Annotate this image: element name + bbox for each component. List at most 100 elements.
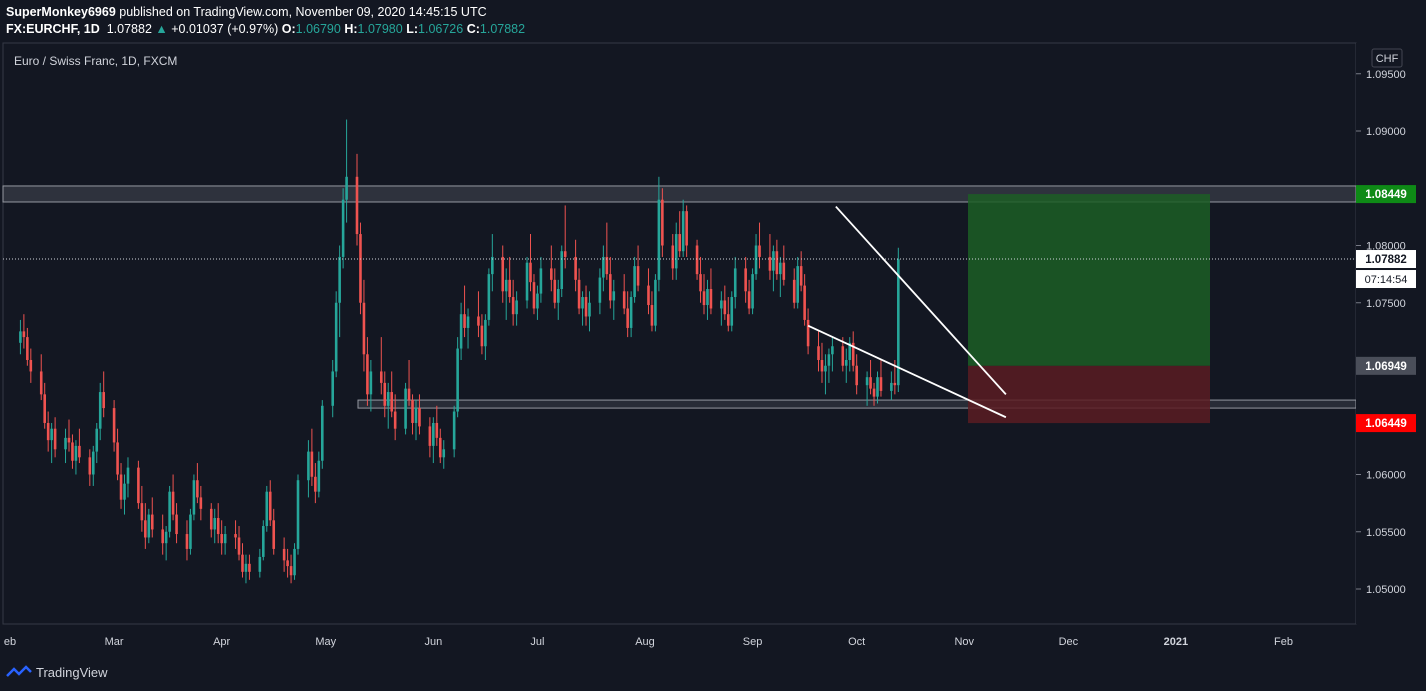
candle-body [647,285,650,306]
candle-body [268,491,272,521]
symbol-label: FX:EURCHF, 1D [6,22,100,36]
candle-body [140,503,144,521]
candle-body [536,293,539,309]
price-axis[interactable] [1356,43,1426,624]
x-axis-ticks[interactable]: eb Mar Apr May Jun Jul Aug Sep Oct Nov Dec 2021 Feb [4,636,1293,648]
candle-body [480,325,484,347]
candle-body [289,566,293,576]
y-tick-label: 1.09500 [1366,69,1406,81]
candle-body [456,348,459,412]
y-tick-label: 1.05000 [1366,584,1406,596]
y-tick-label: 1.07500 [1366,298,1406,310]
candle-body [91,451,95,475]
candle-body [209,508,213,530]
wedge-line [835,205,1007,395]
candle-body [844,360,848,366]
candle-body [820,360,824,372]
candle-body [390,392,393,412]
x-tick-label: May [315,636,336,648]
candle-body [67,437,71,443]
currency-badge[interactable] [1371,48,1403,68]
price-label-text: 1.06449 [1365,418,1407,430]
candle-body [553,279,557,303]
candle-body [116,442,119,475]
candle-body [355,176,359,235]
candle-body [366,354,369,395]
candle-body [890,382,893,391]
candle-body [262,526,265,557]
falling-wedge[interactable] [807,205,1007,419]
candle-body [709,289,713,309]
candle-body [779,262,782,275]
candle-body [897,259,900,386]
candle-body [359,234,362,303]
candle-body [758,245,761,257]
candle-body [237,537,241,555]
high-value: 1.07980 [357,22,403,36]
y-tick-label: 1.06000 [1366,470,1406,482]
candle-body [338,256,341,303]
candle-body [196,480,199,498]
y-tick-label: 1.08000 [1366,241,1406,253]
candle-body [581,297,584,309]
candle-body [64,437,67,450]
candle-body [310,451,314,477]
candle-body [602,256,605,278]
candle-body [185,534,189,549]
x-tick-label: Jul [530,636,544,648]
candle-body [286,560,289,567]
candle-body [407,388,411,401]
low-value: 1.06726 [418,22,464,36]
price-change: +0.01037 (+0.97%) [171,22,279,36]
price-label-text: 1.06949 [1365,361,1407,373]
candle-body [98,392,102,429]
candle-body [414,408,418,423]
candle-body [126,467,130,484]
candle-body [248,563,251,572]
price-label-box [1356,414,1416,433]
price-label-box [1356,356,1416,375]
candlestick-chart[interactable]: Euro / Swiss Franc, 1D, FXCM CHF 1.09500… [0,40,1426,660]
candle-body [855,365,858,386]
candle-body [331,371,335,406]
tradingview-brand[interactable]: TradingView [36,664,108,680]
candle-body [872,388,876,397]
candle-body [296,480,300,549]
long-position-tool[interactable] [968,194,1210,424]
x-tick-label: Aug [635,636,655,648]
candle-body [137,467,140,504]
candle-body [831,346,834,355]
candle-body [754,245,758,275]
candle-body [827,354,831,366]
candle-body [501,256,505,292]
candle-body [772,251,775,271]
candle-body [563,251,567,257]
candle-body [876,377,879,397]
candle-body [74,445,78,461]
candles [19,119,900,584]
high-label: H: [344,22,358,36]
candle-body [321,405,324,461]
candle-body [216,518,220,535]
candle-body [803,285,806,320]
candle-body [720,300,723,309]
candle-body [435,422,439,438]
candle-body [674,234,678,269]
candle-body [150,514,154,530]
candle-body [119,474,123,500]
footer: TradingView [6,664,108,680]
candle-body [577,279,581,309]
candle-body [241,554,244,572]
candle-body [345,176,348,200]
candle-body [584,297,588,317]
candle-body [851,342,855,366]
candle-body [477,316,480,326]
candle-body [314,476,317,492]
candle-body [491,256,494,275]
publisher-username[interactable]: SuperMonkey6969 [6,5,116,19]
candle-body [452,411,456,450]
candle-body [525,262,529,301]
candle-body [379,371,383,383]
candle-body [466,316,470,328]
x-tick-label: Nov [954,636,974,648]
